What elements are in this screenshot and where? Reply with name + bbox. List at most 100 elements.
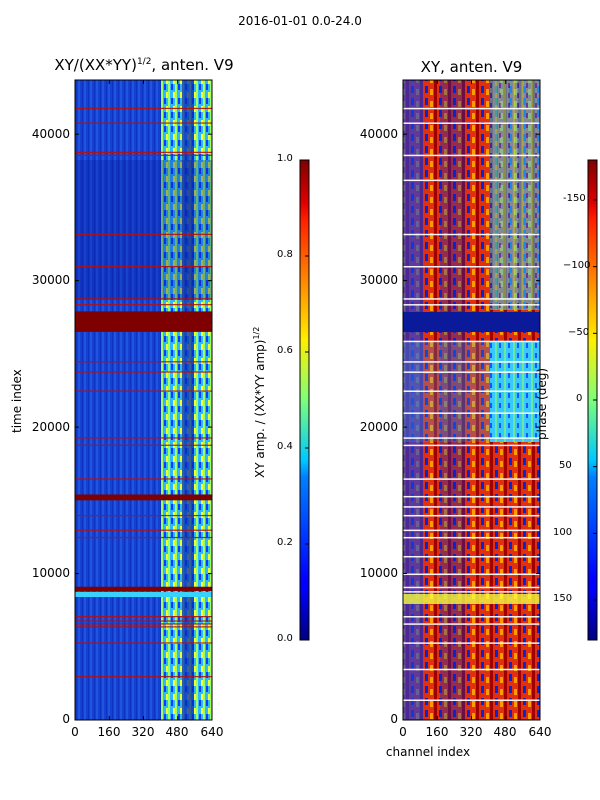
gap-line <box>403 361 540 363</box>
cbar2-tick-50: −50 <box>568 327 590 338</box>
flag-line <box>75 265 212 268</box>
gap-line <box>403 623 540 625</box>
cbar1-tick-0.8: 0.8 <box>277 249 293 260</box>
panel1-flag-lines <box>75 107 212 678</box>
cbar1-tick-0.2: 0.2 <box>277 537 293 548</box>
cbar2-tick-minus150: 150 <box>553 593 573 604</box>
gap-line <box>403 555 540 558</box>
gap-line <box>403 304 540 306</box>
panel2-ytick-10000: 10000 <box>359 566 398 580</box>
flag-line <box>75 676 212 678</box>
panel1-saturated-bands <box>75 311 212 592</box>
gap-line <box>403 107 540 110</box>
cbar2-tick-0: 0 <box>576 393 583 404</box>
colorbar1-label: XY amp. / (XX*YY amp)1/2 <box>252 327 267 478</box>
cbar2-tick-100: −100 <box>563 260 591 271</box>
gap-line <box>403 298 540 300</box>
saturated-band <box>75 311 212 332</box>
panel2-cyan-wash <box>403 342 540 442</box>
gap-line <box>403 642 540 644</box>
cbar1-tick-1.0: 1.0 <box>277 153 293 164</box>
gap-line <box>403 437 540 439</box>
flag-line <box>75 107 212 110</box>
gap-line <box>403 699 540 701</box>
panel1-xtick-640: 640 <box>200 725 224 739</box>
panel2-mid-blue <box>440 80 465 720</box>
panel2-ytick-30000: 30000 <box>359 273 398 287</box>
flag-line <box>75 478 212 480</box>
colorbar2-label: phase (deg) <box>535 367 549 440</box>
tick-marks <box>74 80 597 721</box>
gap-line <box>403 506 540 508</box>
gap-line <box>403 444 540 447</box>
panel1-ytick-30000: 30000 <box>31 273 70 287</box>
panel1-dark-region <box>75 160 212 300</box>
flag-line <box>75 233 212 235</box>
panel2-xtick-0: 0 <box>399 725 407 739</box>
gap-line <box>403 586 540 589</box>
panel1-title-suffix: , anten. V9 <box>151 56 234 74</box>
panel1-xtick-480: 480 <box>165 725 189 739</box>
panel1-ytick-0: 0 <box>62 712 70 726</box>
panel2-xtick-480: 480 <box>493 725 517 739</box>
panel2-yellow-band <box>403 594 540 604</box>
flag-line <box>75 304 212 306</box>
flag-line <box>75 151 212 153</box>
gap-line <box>403 478 540 480</box>
panel2-cyan-block <box>490 342 540 442</box>
flag-line <box>75 437 212 439</box>
panel1-dark-stripe <box>182 80 194 720</box>
flag-line <box>75 444 212 446</box>
cbar1-tick-0.4: 0.4 <box>277 441 293 452</box>
panel1-xtick-160: 160 <box>97 725 121 739</box>
gap-line <box>403 536 540 539</box>
gap-line <box>403 371 540 373</box>
panel1-ytick-40000: 40000 <box>31 127 70 141</box>
figure-suptitle: 2016-01-01 0.0-24.0 <box>238 14 362 28</box>
flag-line <box>75 620 212 622</box>
flag-line <box>75 642 212 644</box>
cbar1-tick-0.6: 0.6 <box>277 345 293 356</box>
gap-line <box>403 154 540 157</box>
panel1-title-superscript: 1/2 <box>136 57 152 67</box>
panel2-flagged-band <box>403 312 540 332</box>
gap-line <box>403 412 540 414</box>
flag-line <box>75 616 212 618</box>
gap-line <box>403 233 540 236</box>
panel2-gap-lines <box>403 107 540 701</box>
gap-line <box>403 616 540 618</box>
colorbar1-label-text: XY amp. / (XX*YY amp) <box>253 339 267 478</box>
panel2-ytick-20000: 20000 <box>359 420 398 434</box>
y-axis-label: time index <box>10 369 24 433</box>
flag-line <box>75 529 212 531</box>
panel2-xtick-160: 160 <box>425 725 449 739</box>
panel1-cyan-line <box>75 592 212 597</box>
flag-line <box>75 626 212 628</box>
cbar1-tick-0.0: 0.0 <box>277 633 293 644</box>
flag-line <box>75 514 212 517</box>
gap-line <box>403 529 540 532</box>
gap-line <box>403 591 540 593</box>
gap-line <box>403 573 540 576</box>
panel1-title-text: XY/(XX*YY) <box>54 56 137 74</box>
saturated-band <box>75 494 212 501</box>
flag-line <box>75 154 212 156</box>
cbar2-tick-minus100: 100 <box>553 527 573 538</box>
panel1-title: XY/(XX*YY)1/2, anten. V9 <box>40 56 248 74</box>
panel2-xtick-320: 320 <box>459 725 483 739</box>
flag-line <box>75 361 212 363</box>
panel2-ytick-0: 0 <box>390 712 398 726</box>
flag-line <box>75 623 212 625</box>
gap-line <box>403 514 540 517</box>
flag-line <box>75 390 212 392</box>
panel2-ytick-40000: 40000 <box>359 127 398 141</box>
colorbar1 <box>299 159 310 641</box>
panel1-heatmap <box>75 80 212 720</box>
cbar2-tick-minus50: 50 <box>559 460 572 471</box>
flag-line <box>75 371 212 373</box>
flag-line <box>75 122 212 124</box>
colorbar1-label-superscript: 1/2 <box>252 326 261 340</box>
panel2-heatmap <box>403 80 540 720</box>
gap-line <box>403 122 540 124</box>
